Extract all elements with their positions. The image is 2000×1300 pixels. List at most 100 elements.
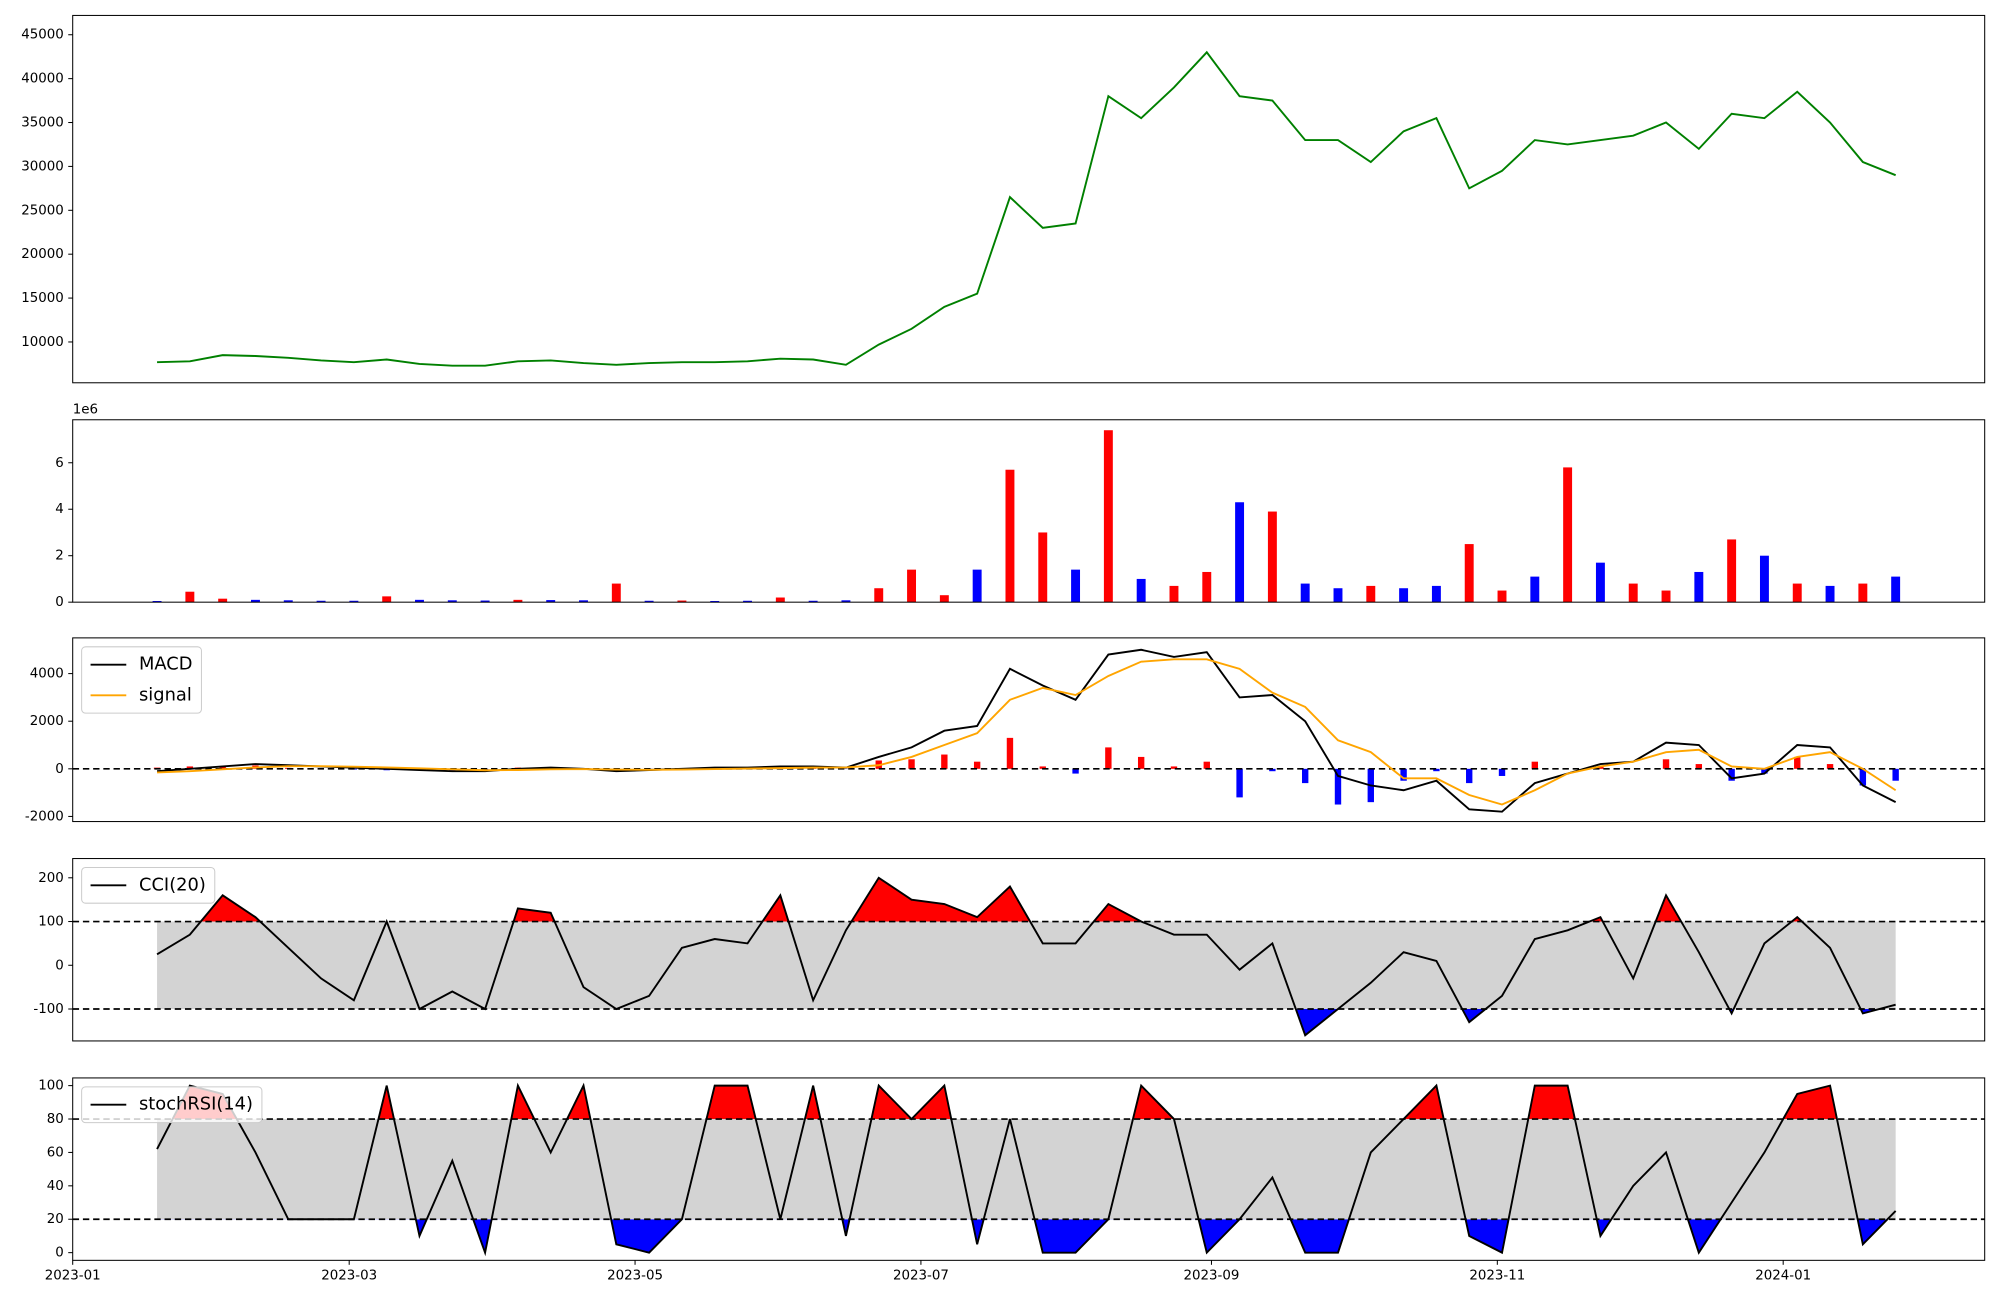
histogram-bar: [1039, 766, 1046, 769]
y-tick-label: 15000: [21, 291, 64, 306]
legend: MACD signal: [81, 646, 202, 714]
histogram-bar: [186, 766, 194, 769]
volume-bar: [1891, 576, 1901, 603]
legend-label: MACD: [139, 654, 193, 675]
y-tick-label: 100: [38, 1079, 64, 1094]
volume-bar: [382, 596, 392, 603]
volume-bar: [874, 588, 884, 603]
series-line: [156, 648, 1897, 813]
volume-bar: [1333, 588, 1343, 603]
y-tick-label: 6: [55, 456, 64, 471]
volume-bar: [546, 600, 556, 603]
y-tick-label: 200: [38, 871, 64, 886]
y-tick-label: -2000: [25, 809, 64, 824]
y-tick-label: 40: [47, 1179, 64, 1194]
volume-bar: [1169, 585, 1179, 603]
volume-bar: [152, 601, 162, 603]
plot-area: [72, 1082, 1985, 1257]
volume-bar: [644, 600, 654, 603]
volume-bar: [349, 600, 359, 603]
legend: CCI(20): [81, 866, 216, 904]
volume-bar: [710, 601, 720, 603]
legend-box: [81, 1086, 263, 1124]
series-line: [156, 876, 1896, 1037]
legend: stochRSI(14): [81, 1086, 263, 1124]
volume-bar: [1136, 578, 1146, 603]
histogram-bar: [1826, 764, 1834, 769]
histogram-bar: [1794, 756, 1801, 769]
volume-bar: [1300, 583, 1310, 603]
volume-bar: [1628, 583, 1638, 603]
y-tick-label: 40000: [21, 72, 64, 87]
x-tick-label: 2024-01: [1755, 1269, 1811, 1284]
legend-box: [81, 866, 216, 904]
overbought-fill: [157, 1085, 1896, 1120]
y-tick-label: 20: [47, 1212, 64, 1227]
legend-label: CCI(20): [139, 874, 206, 895]
histogram-bar: [1006, 737, 1014, 769]
legend-label: signal: [139, 684, 192, 705]
volume-bar: [972, 569, 982, 603]
volume-bar: [939, 595, 949, 603]
histogram-bar: [1170, 766, 1178, 769]
volume-bar: [1366, 585, 1376, 603]
volume-bar: [1267, 511, 1277, 603]
panel: -100 0 100 200 CCI(20): [33, 858, 1986, 1042]
volume-bar: [907, 569, 917, 603]
x-tick-label: 2023-07: [893, 1269, 949, 1284]
x-tick-label: 2023-03: [321, 1269, 377, 1284]
histogram-bar: [1498, 768, 1506, 776]
plot-area: [152, 430, 1901, 603]
histogram-bar: [1433, 768, 1440, 772]
plot-area: [157, 50, 1897, 367]
axes-frame: [72, 14, 1986, 384]
volume-bar: [185, 591, 195, 603]
histogram-bar: [1334, 768, 1342, 805]
legend-label: stochRSI(14): [139, 1094, 253, 1115]
volume-bar: [1202, 571, 1212, 603]
volume-bar: [415, 599, 424, 603]
x-tick-label: 2023-11: [1469, 1269, 1525, 1284]
volume-bar: [1563, 467, 1573, 603]
neutral-band: [157, 1119, 1896, 1220]
volume-bar: [808, 600, 818, 603]
volume-bar: [1858, 583, 1868, 603]
volume-bar: [1464, 544, 1474, 603]
panel: 10000 15000 20000 25000 30000 35000 40000 45000: [21, 14, 1986, 384]
series-line: [157, 50, 1897, 367]
histogram-bar: [908, 759, 915, 769]
panel: -2000 0 2000 4000 MACD signal: [25, 637, 1986, 824]
histogram-bar: [1695, 764, 1703, 769]
y-tick-label: 100: [38, 915, 64, 930]
neutral-band: [157, 921, 1896, 1010]
volume-bar: [1038, 532, 1048, 603]
volume-bar: [480, 600, 490, 603]
volume-bar: [1235, 502, 1245, 603]
axes-frame: [72, 637, 1986, 823]
volume-bar: [1497, 590, 1507, 603]
histogram-bar: [1203, 761, 1210, 769]
histogram-bar: [1531, 761, 1539, 769]
volume-bar: [1759, 555, 1769, 603]
y-tick-label: 10000: [21, 335, 64, 350]
axes-frame: [72, 1077, 1986, 1261]
x-tick-label: 2023-01: [45, 1269, 101, 1284]
volume-bar: [1661, 590, 1671, 603]
histogram-bar: [1466, 768, 1473, 784]
panel: 0 2 4 6 1e6: [55, 403, 1986, 610]
volume-bar: [283, 600, 293, 603]
y-tick-label: 20000: [21, 247, 64, 262]
histogram-bar: [1301, 768, 1309, 784]
axes-frame: [72, 419, 1986, 603]
histogram-bar: [1400, 768, 1407, 781]
histogram-bar: [1761, 768, 1768, 774]
y-tick-label: 80: [47, 1112, 64, 1127]
histogram-bar: [1236, 768, 1243, 798]
histogram-bar: [973, 761, 981, 769]
x-tick-label: 2023-09: [1184, 1269, 1240, 1284]
y-tick-label: 25000: [21, 203, 64, 218]
histogram-bar: [1137, 756, 1145, 769]
histogram-bar: [1269, 768, 1276, 772]
volume-bar: [1792, 583, 1802, 603]
